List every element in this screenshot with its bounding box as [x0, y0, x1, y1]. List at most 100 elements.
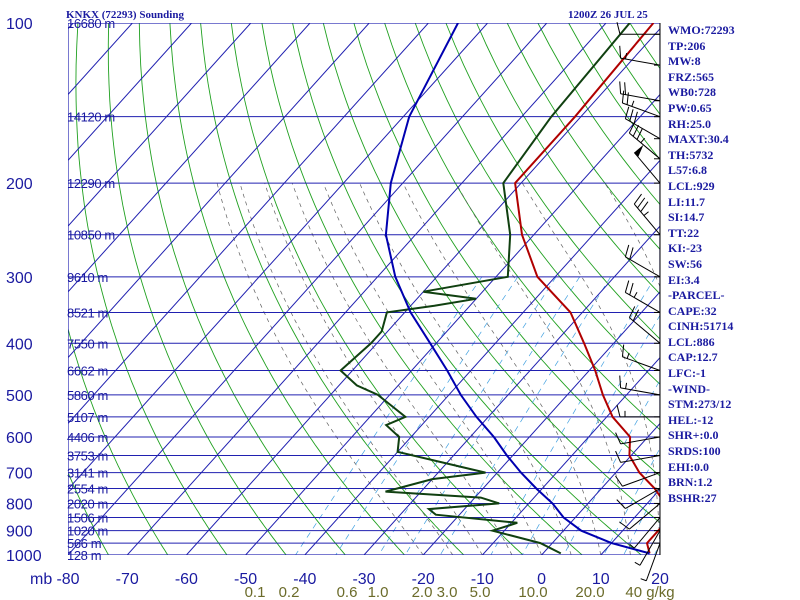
isotherm — [482, 356, 660, 555]
wind-barb-staff — [633, 203, 661, 236]
mixing-ratio-line — [404, 276, 580, 555]
wind-barb-staff — [629, 132, 661, 160]
sounding-index: MW:8 — [668, 54, 701, 69]
wind-barb — [619, 81, 661, 102]
wind-half-feather — [643, 211, 649, 216]
dry-adiabat — [138, 23, 346, 555]
sounding-index: SI:14.7 — [668, 210, 705, 225]
temperature-line — [514, 23, 660, 554]
isotherm — [68, 23, 252, 227]
isotherm — [304, 159, 660, 555]
height-label: 1506 m — [67, 510, 108, 525]
wind-barb — [616, 404, 660, 418]
height-label: 12290 m — [67, 176, 115, 191]
pressure-tick-label: 300 — [6, 270, 33, 287]
wind-feather — [619, 521, 630, 530]
mixing-ratio-label: 0.6 — [337, 584, 358, 600]
dry-adiabat — [68, 326, 169, 555]
skewed-isotherms-and-isobars — [68, 23, 800, 555]
wind-barb-staff — [629, 503, 661, 530]
isotherm — [778, 23, 800, 555]
isotherm — [541, 422, 660, 555]
temperature-tick-label: -70 — [116, 571, 139, 588]
height-label: 8521 m — [67, 305, 108, 320]
sounding-index: BSHR:27 — [668, 490, 717, 505]
mixing-ratio-label: 10.0 — [518, 584, 547, 600]
wind-barb — [634, 530, 661, 566]
mixing-ratio-lines — [295, 276, 660, 555]
mixing-ratio-line — [439, 276, 611, 555]
pressure-tick-label: 600 — [6, 430, 33, 447]
wind-feather — [628, 121, 636, 134]
pressure-tick-label: 200 — [6, 176, 33, 193]
sounding-index: TP:206 — [668, 38, 706, 53]
sounding-series — [339, 23, 660, 555]
pressure-tick-label: 400 — [6, 336, 33, 353]
wind-feather — [624, 82, 627, 95]
dry-adiabat — [322, 23, 660, 524]
wind-pennant — [634, 144, 644, 158]
wind-barb-staff — [620, 387, 661, 396]
mixing-ratio-line — [490, 276, 656, 555]
wind-half-feather — [634, 561, 641, 566]
wind-barb-staff — [620, 436, 661, 445]
sounding-index: HEL:-12 — [668, 412, 714, 427]
dry-adiabat — [445, 23, 660, 340]
wind-barb — [628, 306, 661, 344]
wind-feather — [624, 244, 630, 257]
wind-barb-staff — [629, 317, 661, 344]
dry-adiabat — [230, 23, 524, 555]
sounding-indices: WMO:72293 TP:206 MW:8 FRZ:565 WB0:728 PW:0.65… — [668, 23, 735, 506]
dry-adiabat — [75, 23, 228, 555]
mixing-ratio-line — [295, 276, 483, 555]
wind-barb — [621, 90, 661, 118]
sounding-index: TT:22 — [668, 225, 700, 240]
wind-feather — [629, 109, 634, 122]
wind-feather — [616, 499, 626, 509]
wind-barb-staff — [625, 256, 661, 278]
wind-barb-staff — [622, 102, 661, 118]
moist-adiabat — [264, 182, 483, 555]
pressure-tick-label: 800 — [6, 496, 33, 513]
wind-barb-staff — [620, 93, 661, 102]
sounding-index: LCL:886 — [668, 334, 715, 349]
wind-barb-staff — [622, 472, 661, 487]
sounding-index: TH:5732 — [668, 147, 714, 162]
parcel-line — [384, 23, 650, 555]
mixing-ratio-label: 1.0 — [368, 584, 389, 600]
height-label: 4406 m — [67, 430, 108, 445]
height-label: 10850 m — [67, 228, 115, 243]
pressure-tick-label: 700 — [6, 466, 33, 483]
wind-half-feather — [631, 100, 635, 107]
moist-adiabat — [291, 182, 513, 555]
wind-barb — [615, 450, 661, 463]
sounding-index: PW:0.65 — [668, 100, 712, 115]
dry-adiabat — [261, 23, 583, 555]
wind-half-feather — [625, 53, 628, 60]
sounding-index: SRDS:100 — [668, 444, 721, 459]
moist-adiabat — [455, 182, 631, 555]
wind-barb-staff — [620, 57, 661, 66]
isotherm — [68, 23, 488, 490]
wind-barbs — [615, 22, 661, 582]
isotherm — [68, 23, 311, 293]
isotherm — [126, 23, 607, 555]
wind-half-feather — [640, 137, 646, 144]
station-title: KNKX (72293) Sounding — [66, 9, 184, 21]
temperature-tick-label: -10 — [471, 571, 494, 588]
moist-adiabat — [749, 183, 788, 555]
isotherm — [68, 23, 192, 162]
sounding-index: CAP:12.7 — [668, 350, 718, 365]
isotherm — [68, 23, 370, 359]
dry-adiabats — [68, 23, 660, 555]
temperature-tick-label: -20 — [412, 571, 435, 588]
wind-barb-staff — [639, 530, 661, 566]
dry-adiabat — [353, 23, 660, 477]
wind-feather — [619, 81, 622, 94]
wind-feather — [629, 247, 634, 260]
sounding-index: WMO:72293 — [668, 23, 735, 37]
pressure-tick-label: 900 — [6, 524, 33, 541]
sounding-index: CINH:51714 — [668, 319, 734, 334]
